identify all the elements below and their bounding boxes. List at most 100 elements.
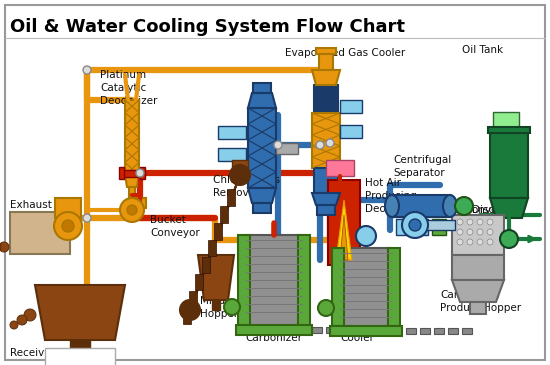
- Bar: [493, 112, 519, 127]
- Circle shape: [467, 229, 473, 235]
- Bar: [382, 327, 392, 333]
- Circle shape: [180, 300, 200, 320]
- Bar: [119, 167, 124, 179]
- Text: Flight Conveyor: Flight Conveyor: [432, 205, 514, 215]
- Bar: [328, 180, 360, 265]
- Bar: [248, 108, 276, 188]
- Bar: [221, 206, 228, 223]
- Bar: [246, 235, 302, 325]
- Bar: [214, 223, 222, 239]
- Circle shape: [326, 139, 334, 147]
- Circle shape: [62, 220, 74, 232]
- Bar: [452, 255, 504, 280]
- Circle shape: [467, 239, 473, 245]
- Bar: [462, 328, 472, 334]
- Polygon shape: [35, 285, 125, 340]
- Bar: [129, 187, 135, 199]
- Circle shape: [83, 66, 91, 74]
- Circle shape: [467, 219, 473, 225]
- Bar: [392, 195, 450, 217]
- Circle shape: [477, 229, 483, 235]
- Bar: [448, 328, 458, 334]
- Bar: [232, 160, 248, 172]
- Bar: [319, 52, 333, 70]
- Bar: [238, 235, 250, 325]
- Circle shape: [455, 197, 473, 215]
- Bar: [55, 198, 81, 218]
- Text: Carbonized
Product Hopper: Carbonized Product Hopper: [440, 290, 521, 313]
- Text: Hot Air
Producing
Deodorizer: Hot Air Producing Deodorizer: [365, 178, 422, 214]
- Bar: [420, 328, 430, 334]
- Text: Exhaust Gas
Blower: Exhaust Gas Blower: [10, 200, 75, 223]
- Bar: [406, 328, 416, 334]
- Bar: [45, 348, 115, 365]
- Bar: [121, 170, 143, 177]
- Text: Evaporated Gas Cooler: Evaporated Gas Cooler: [285, 48, 405, 58]
- Circle shape: [487, 229, 493, 235]
- Circle shape: [136, 169, 144, 177]
- Text: Chlorine Gas
Remover: Chlorine Gas Remover: [213, 175, 280, 198]
- Circle shape: [487, 219, 493, 225]
- Polygon shape: [248, 188, 276, 203]
- Text: Receiving Hopper: Receiving Hopper: [10, 348, 102, 358]
- Bar: [208, 240, 216, 257]
- Bar: [195, 274, 204, 290]
- Bar: [183, 307, 191, 324]
- Text: Okadora
Cooler: Okadora Cooler: [340, 320, 384, 343]
- Bar: [434, 328, 444, 334]
- Bar: [312, 113, 340, 168]
- Text: Discharge: Discharge: [472, 205, 525, 215]
- Circle shape: [10, 321, 18, 329]
- Text: Bucket
Conveyor: Bucket Conveyor: [150, 215, 200, 238]
- Bar: [227, 189, 235, 206]
- Bar: [340, 125, 362, 138]
- Circle shape: [83, 214, 91, 222]
- Ellipse shape: [443, 195, 457, 217]
- Bar: [132, 198, 146, 208]
- Bar: [354, 327, 364, 333]
- Bar: [340, 100, 362, 113]
- Bar: [330, 326, 402, 336]
- Bar: [218, 126, 246, 139]
- Bar: [340, 327, 350, 333]
- Circle shape: [477, 239, 483, 245]
- Circle shape: [457, 239, 463, 245]
- Bar: [368, 327, 378, 333]
- Bar: [470, 302, 486, 314]
- Text: Okadora
Carbonizer: Okadora Carbonizer: [245, 320, 302, 343]
- Circle shape: [0, 242, 9, 252]
- Circle shape: [120, 198, 144, 222]
- Circle shape: [487, 239, 493, 245]
- Text: Centrifugal
Separator: Centrifugal Separator: [393, 155, 451, 178]
- Circle shape: [409, 219, 421, 231]
- Circle shape: [127, 205, 137, 215]
- Bar: [490, 133, 528, 198]
- Text: Oil & Water Cooling System Flow Chart: Oil & Water Cooling System Flow Chart: [10, 18, 405, 36]
- Circle shape: [0, 242, 1, 252]
- Bar: [332, 248, 344, 326]
- Polygon shape: [198, 255, 234, 300]
- Bar: [414, 219, 428, 235]
- Circle shape: [24, 309, 36, 321]
- Bar: [10, 212, 70, 254]
- Circle shape: [274, 141, 282, 149]
- Polygon shape: [312, 70, 340, 85]
- Bar: [189, 291, 197, 307]
- Bar: [140, 167, 145, 179]
- Bar: [218, 148, 246, 161]
- Text: Platinum
Catalytic
Deodorizer: Platinum Catalytic Deodorizer: [100, 70, 157, 105]
- Polygon shape: [336, 200, 352, 260]
- Bar: [340, 248, 392, 326]
- Bar: [253, 203, 271, 213]
- Bar: [236, 325, 312, 335]
- Bar: [410, 220, 455, 230]
- Polygon shape: [340, 215, 348, 260]
- Polygon shape: [452, 280, 504, 302]
- Bar: [125, 100, 139, 175]
- Circle shape: [457, 219, 463, 225]
- Bar: [326, 327, 336, 333]
- Bar: [316, 48, 336, 54]
- Bar: [314, 85, 338, 113]
- Polygon shape: [490, 198, 528, 218]
- Bar: [396, 219, 410, 235]
